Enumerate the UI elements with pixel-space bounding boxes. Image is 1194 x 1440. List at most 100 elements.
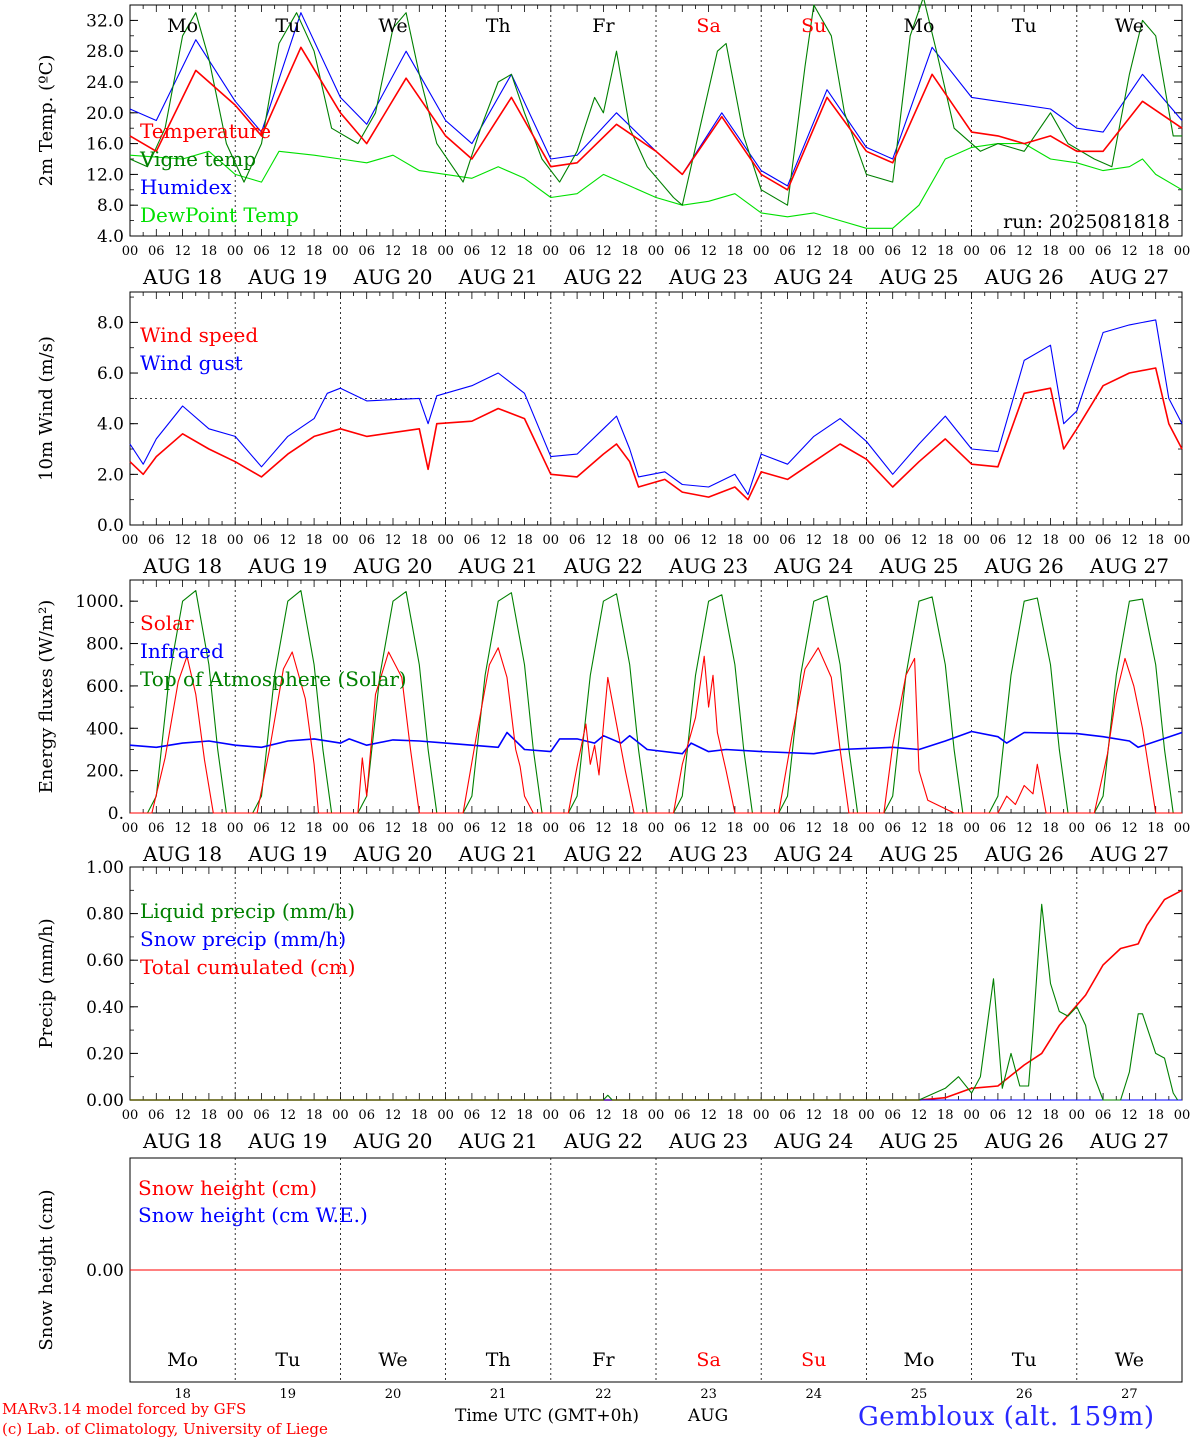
hour-tick-label: 00 bbox=[858, 821, 875, 836]
hour-tick-label: 06 bbox=[674, 244, 691, 259]
hour-tick-label: 00 bbox=[437, 244, 454, 259]
hour-tick-label: 18 bbox=[727, 533, 744, 548]
hour-tick-label: 00 bbox=[122, 244, 139, 259]
hour-tick-label: 12 bbox=[806, 533, 823, 548]
date-label: AUG 23 bbox=[668, 842, 748, 866]
hour-tick-label: 12 bbox=[700, 821, 717, 836]
hour-tick-label: 18 bbox=[411, 1108, 428, 1123]
hour-tick-label: 12 bbox=[490, 533, 507, 548]
hour-tick-label: 18 bbox=[621, 1108, 638, 1123]
hour-tick-label: 18 bbox=[201, 821, 218, 836]
hour-tick-label: 06 bbox=[884, 533, 901, 548]
y-tick-label: 0.40 bbox=[86, 998, 124, 1018]
y-axis-label: 10m Wind (m/s) bbox=[36, 336, 57, 481]
hour-tick-label: 18 bbox=[516, 244, 533, 259]
day-number: 27 bbox=[1121, 1387, 1138, 1402]
weekday-label: Tu bbox=[275, 1349, 300, 1371]
y-tick-label: 0.00 bbox=[86, 1261, 124, 1281]
hour-tick-label: 18 bbox=[832, 1108, 849, 1123]
hour-tick-label: 12 bbox=[911, 1108, 928, 1123]
hour-tick-label: 12 bbox=[806, 244, 823, 259]
weekday-label: Su bbox=[801, 15, 826, 37]
hour-tick-label: 06 bbox=[358, 244, 375, 259]
hour-tick-label: 06 bbox=[990, 1108, 1007, 1123]
date-label: AUG 22 bbox=[563, 1129, 643, 1153]
y-tick-label: 0.00 bbox=[86, 1091, 124, 1111]
date-label: AUG 23 bbox=[668, 1129, 748, 1153]
y-tick-label: 0. bbox=[108, 804, 124, 824]
y-tick-label: 6.0 bbox=[97, 364, 124, 384]
hour-tick-label: 06 bbox=[569, 533, 586, 548]
hour-tick-label: 00 bbox=[1069, 244, 1086, 259]
date-label: AUG 27 bbox=[1089, 842, 1169, 866]
hour-tick-label: 12 bbox=[490, 1108, 507, 1123]
hour-tick-label: 00 bbox=[648, 1108, 665, 1123]
date-label: AUG 27 bbox=[1089, 1129, 1169, 1153]
weekday-label: Th bbox=[486, 1349, 511, 1371]
hour-tick-label: 00 bbox=[543, 1108, 560, 1123]
legend-entry: Snow height (cm) bbox=[138, 1176, 317, 1200]
day-number: 24 bbox=[806, 1387, 823, 1402]
hour-tick-label: 06 bbox=[358, 1108, 375, 1123]
y-tick-label: 8.0 bbox=[97, 196, 124, 216]
hour-tick-label: 12 bbox=[280, 1108, 297, 1123]
hour-tick-label: 00 bbox=[437, 533, 454, 548]
weekday-label: Sa bbox=[696, 1349, 720, 1371]
y-axis-label: Snow height (cm) bbox=[36, 1189, 57, 1350]
hour-tick-label: 00 bbox=[963, 821, 980, 836]
hour-tick-label: 18 bbox=[832, 821, 849, 836]
hour-tick-label: 00 bbox=[227, 821, 244, 836]
y-tick-label: 2.0 bbox=[97, 465, 124, 485]
y-tick-label: 1000. bbox=[75, 592, 124, 612]
hour-tick-label: 18 bbox=[306, 533, 323, 548]
series-line bbox=[129, 46, 1183, 191]
x-axis-label: Time UTC (GMT+0h) bbox=[455, 1406, 640, 1426]
y-tick-label: 20.0 bbox=[86, 104, 124, 124]
hour-tick-label: 00 bbox=[332, 1108, 349, 1123]
hour-tick-label: 18 bbox=[306, 244, 323, 259]
hour-tick-label: 12 bbox=[700, 244, 717, 259]
hour-tick-label: 18 bbox=[937, 821, 954, 836]
model-credit: MARv3.14 model forced by GFS bbox=[2, 1400, 247, 1418]
legend-entry: Temperature bbox=[140, 119, 271, 143]
run-label: run: 2025081818 bbox=[1003, 211, 1170, 233]
hour-tick-label: 18 bbox=[306, 1108, 323, 1123]
hour-tick-label: 12 bbox=[1016, 244, 1033, 259]
hour-tick-label: 00 bbox=[227, 1108, 244, 1123]
hour-tick-label: 00 bbox=[437, 1108, 454, 1123]
weekday-label: Mo bbox=[167, 1349, 198, 1371]
hour-tick-label: 12 bbox=[1121, 533, 1138, 548]
hour-tick-label: 12 bbox=[385, 821, 402, 836]
date-label: AUG 24 bbox=[773, 842, 853, 866]
hour-tick-label: 00 bbox=[753, 244, 770, 259]
hour-tick-label: 00 bbox=[648, 821, 665, 836]
hour-tick-label: 12 bbox=[595, 533, 612, 548]
location-label: Gembloux (alt. 159m) bbox=[858, 1402, 1155, 1432]
hour-tick-label: 00 bbox=[648, 533, 665, 548]
hour-tick-label: 18 bbox=[516, 821, 533, 836]
hour-tick-label: 12 bbox=[174, 1108, 191, 1123]
hour-tick-label: 18 bbox=[516, 1108, 533, 1123]
hour-tick-label: 18 bbox=[1147, 821, 1164, 836]
weekday-label: Mo bbox=[167, 15, 198, 37]
hour-tick-label: 12 bbox=[280, 821, 297, 836]
weekday-label: Su bbox=[801, 1349, 826, 1371]
day-number: 22 bbox=[595, 1387, 612, 1402]
hour-tick-label: 12 bbox=[911, 821, 928, 836]
hour-tick-label: 00 bbox=[1069, 533, 1086, 548]
weekday-label: Tu bbox=[275, 15, 300, 37]
date-label: AUG 25 bbox=[878, 842, 958, 866]
legend-entry: DewPoint Temp bbox=[140, 203, 299, 227]
hour-tick-label: 06 bbox=[253, 533, 270, 548]
hour-tick-label: 00 bbox=[1174, 244, 1191, 259]
hour-tick-label: 06 bbox=[1095, 244, 1112, 259]
hour-tick-label: 18 bbox=[1042, 821, 1059, 836]
hour-tick-label: 00 bbox=[1174, 533, 1191, 548]
legend-entry: Top of Atmosphere (Solar) bbox=[140, 667, 407, 691]
legend-entry: Humidex bbox=[140, 175, 232, 199]
panel-4: 0.00 0.20 0.40 0.60 0.80 1.00 Precip (mm/h) Liq… bbox=[36, 858, 1190, 1153]
date-label: AUG 26 bbox=[984, 554, 1064, 578]
hour-tick-label: 00 bbox=[1174, 821, 1191, 836]
hour-tick-label: 00 bbox=[1069, 1108, 1086, 1123]
hour-tick-label: 18 bbox=[937, 1108, 954, 1123]
